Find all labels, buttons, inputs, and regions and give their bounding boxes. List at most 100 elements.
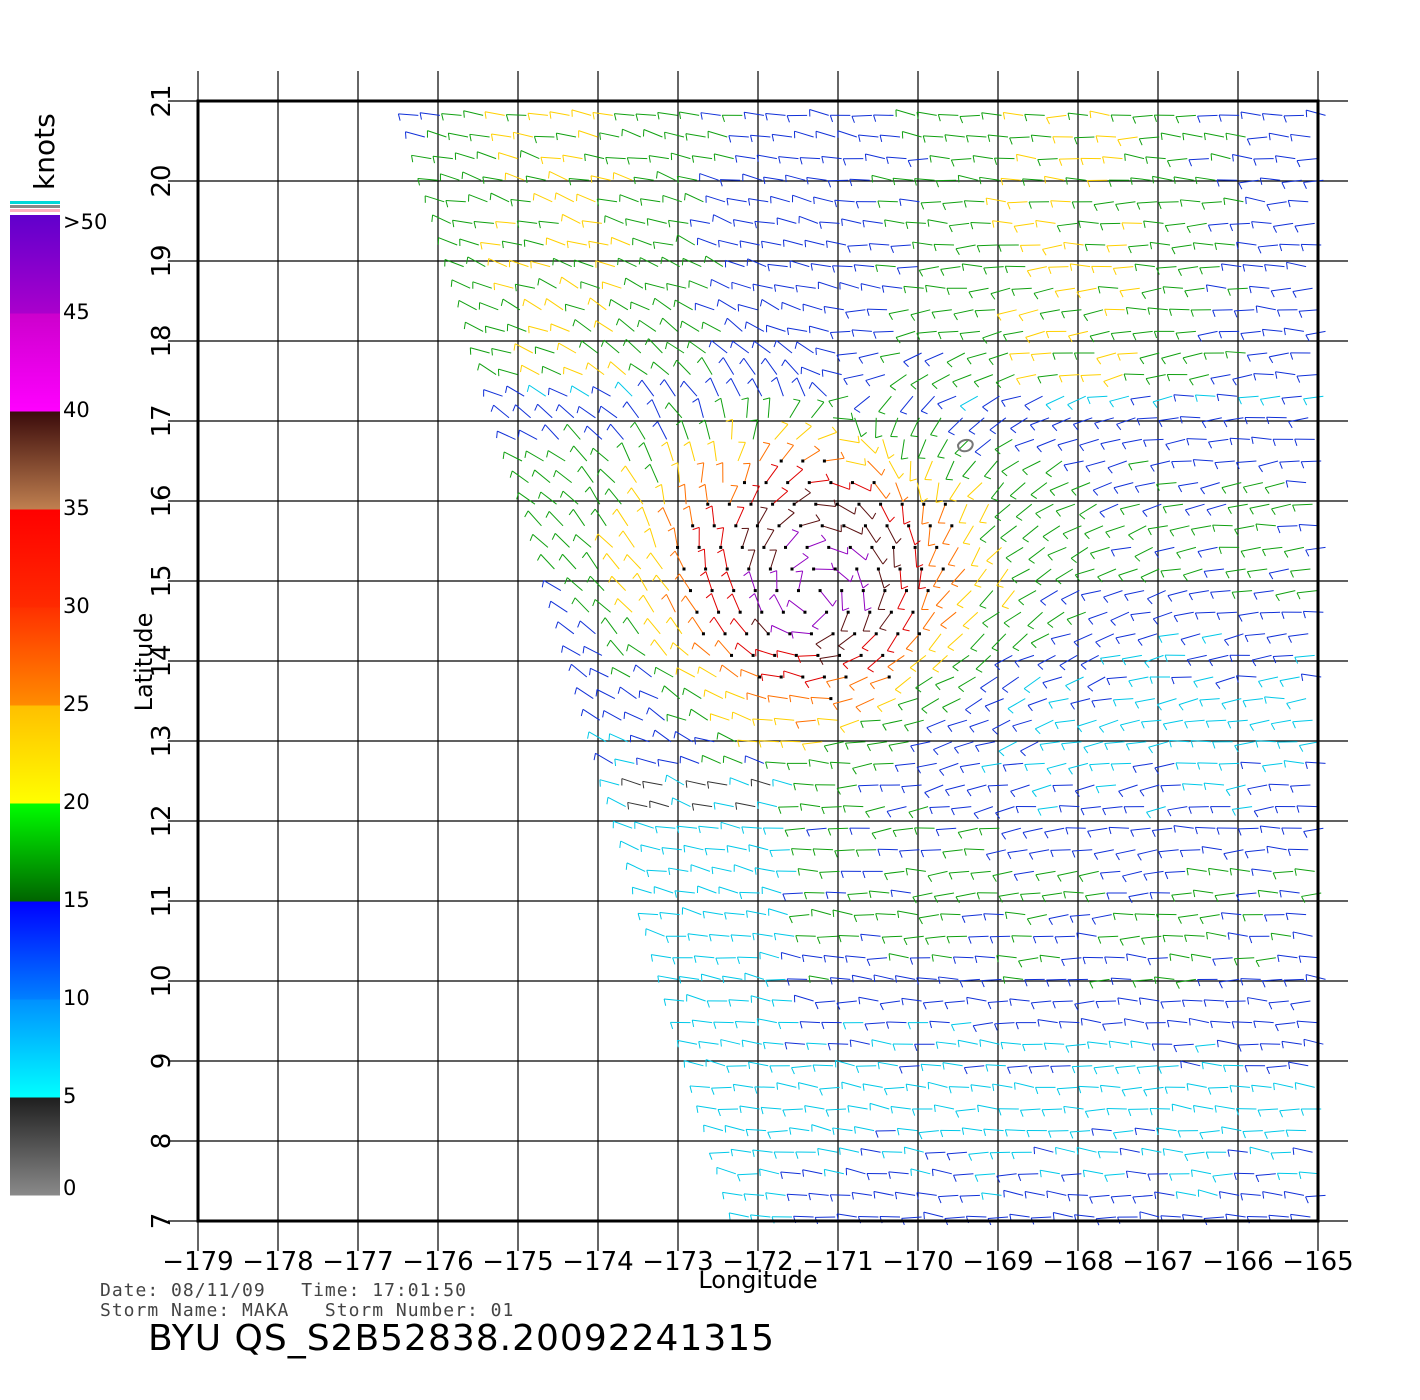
wind-barb [638,257,659,268]
wind-barb [1015,805,1037,814]
wind-barb [1259,1043,1281,1051]
wind-barb [901,784,922,794]
wind-barb [1055,1146,1076,1155]
wind-barb [730,934,751,942]
wind-barb [821,806,842,815]
storm-info-line: Storm Name: MAKA Storm Number: 01 [100,1300,515,1321]
wind-barb [734,1021,756,1029]
wind-barb [894,762,916,773]
wind-barb [1149,676,1171,684]
wind-barb [659,911,680,920]
wind-barb [786,978,808,986]
wind-barb [765,978,786,987]
wind-barb [773,932,795,941]
wind-barb [664,341,685,354]
wind-barb [945,460,955,481]
wind-barb [1026,914,1047,926]
wind-barb [1136,201,1158,210]
wind-barb [947,417,963,436]
wind-barb [590,508,607,527]
wind-barb [1070,698,1091,710]
wind-barb [602,710,622,721]
wind-barb [953,741,974,754]
wind-barb [886,632,900,653]
wind-barb [829,114,851,123]
wind-barb [1281,611,1302,619]
wind-barb [974,568,987,588]
wind-barb [1274,806,1296,814]
wind-barb [761,886,782,895]
wind-barb [1148,741,1168,754]
wind-barb [795,284,816,293]
wind-barb [1225,351,1246,359]
wind-barb [1115,849,1136,861]
wind-barb [642,129,663,138]
wind-barb [1169,525,1190,537]
wind-barb [571,597,590,613]
wind-barb [1054,935,1075,944]
wind-barb [1130,395,1151,406]
wind-barb [657,975,678,983]
wind-barb [1156,913,1177,922]
wind-barb [1229,437,1250,446]
wind-barb [1108,179,1129,187]
wind-barb [966,996,987,1005]
wind-barb [989,1151,1011,1160]
wind-barb [773,1151,795,1159]
wind-barb [516,492,536,505]
wind-barb [836,352,857,362]
wind-barb [573,259,594,268]
wind-barb [862,219,883,228]
wind-barb [1051,417,1071,432]
wind-barb [1149,892,1171,900]
colorbar-tick-label: >50 [63,210,108,234]
wind-barb [1290,133,1311,142]
wind-barb [1011,935,1032,943]
wind-barb [1205,284,1227,292]
wind-barb [947,633,963,652]
wind-barb [1024,1191,1045,1199]
wind-barb [1229,222,1250,232]
wind-barb [771,487,789,506]
wind-barb [962,460,976,480]
wind-barb [797,868,818,876]
wind-barb [708,1151,730,1160]
wind-barb [789,694,810,703]
wind-barb [1121,222,1142,230]
wind-barb [1087,1041,1108,1049]
wind-barb [1024,395,1043,411]
wind-barb [1030,352,1052,362]
wind-barb [1262,762,1283,773]
wind-barb [634,821,654,829]
wind-barb [1244,417,1266,425]
wind-barb [673,299,693,311]
wind-barb [1233,309,1255,318]
wind-barb [1022,827,1043,839]
wind-barb [1067,978,1088,987]
wind-barb [1147,590,1166,605]
wind-barb [899,198,920,207]
wind-barb [652,297,672,311]
wind-barb [803,892,825,900]
wind-barb [1016,374,1037,385]
wind-barb [929,1020,950,1029]
wind-barb [1273,1082,1294,1091]
wind-barb [605,156,626,165]
wind-barb [987,1000,1009,1010]
wind-barb [1210,153,1231,161]
wind-barb [998,244,1019,252]
wind-barb [1294,1082,1315,1090]
wind-barb [903,935,924,946]
wind-barb [957,174,978,183]
wind-barb [931,309,952,319]
wind-barb [693,955,715,963]
wind-barb [713,153,734,161]
wind-barb [697,548,708,571]
wind-barb [1091,265,1112,274]
wind-barb [744,755,765,764]
colorbar-band [10,803,60,902]
wind-barb [1069,914,1091,923]
wind-barb [1058,158,1080,166]
wind-barb [1150,460,1171,472]
wind-barb [965,135,987,143]
